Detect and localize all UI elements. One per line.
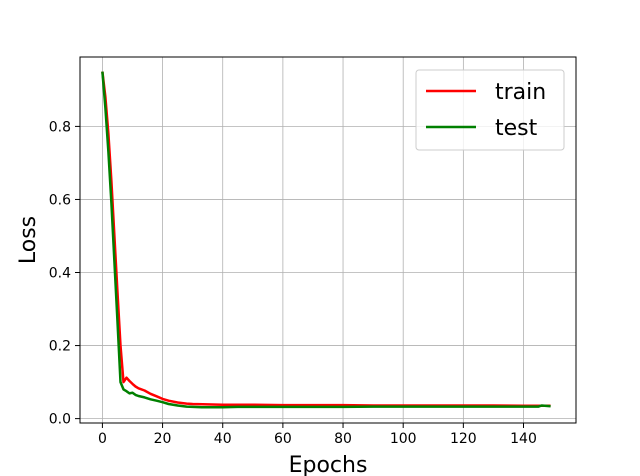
x-tick-label: 20	[154, 431, 172, 447]
plot-frame	[79, 56, 577, 424]
series-line-test	[101, 71, 551, 409]
legend-label-train: train	[495, 80, 546, 105]
y-tick-label: 0.8	[49, 119, 71, 135]
x-tick-label: 140	[510, 431, 537, 447]
x-tick-label: 100	[390, 431, 417, 447]
legend-label-test: test	[495, 116, 538, 141]
x-axis-label: Epochs	[289, 453, 368, 476]
y-axis-label: Loss	[16, 216, 41, 264]
x-tick-label: 80	[334, 431, 352, 447]
y-tick-label: 0.0	[49, 412, 71, 428]
x-tick-label: 60	[274, 431, 292, 447]
y-tick-label: 0.6	[49, 192, 71, 208]
x-tick-label: 40	[214, 431, 232, 447]
series-lines	[101, 71, 551, 409]
y-tick-label: 0.4	[49, 266, 71, 282]
legend: train test	[415, 69, 565, 151]
x-tick-label: 120	[450, 431, 477, 447]
x-tick-label: 0	[98, 431, 107, 447]
y-tick-label: 0.2	[49, 339, 71, 355]
axis-ticks: 0 20 40 60 80 100 120 140 0.0 0.2 0.4 0.6 0.8	[49, 119, 537, 447]
